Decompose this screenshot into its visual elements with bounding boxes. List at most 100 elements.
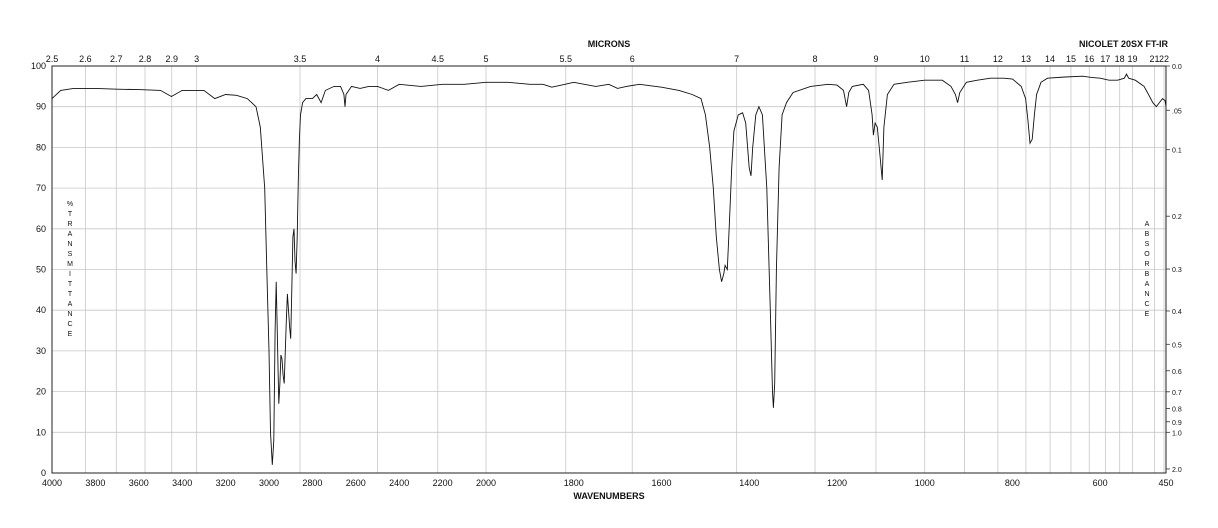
absorbance-tick-label: 0.0 bbox=[1172, 64, 1182, 71]
micron-tick-label: 2.8 bbox=[139, 54, 152, 64]
absorbance-axis-letter: A bbox=[1145, 281, 1150, 288]
micron-tick-label: 2.6 bbox=[79, 54, 92, 64]
transmittance-axis-letter: S bbox=[68, 251, 73, 258]
transmittance-tick-label: 20 bbox=[36, 387, 46, 397]
absorbance-axis-letter: C bbox=[1144, 301, 1149, 308]
wavenumber-tick-label: 3200 bbox=[216, 478, 236, 488]
absorbance-tick-label: 0.1 bbox=[1172, 148, 1182, 155]
absorbance-axis-letter: O bbox=[1144, 251, 1150, 258]
micron-tick-label: 19 bbox=[1128, 54, 1138, 64]
plot-frame bbox=[51, 65, 1167, 474]
transmittance-tick-label: 90 bbox=[36, 102, 46, 112]
wavenumber-tick-label: 1800 bbox=[564, 478, 584, 488]
micron-tick-label: 9 bbox=[873, 54, 878, 64]
absorbance-tick-label: 0.8 bbox=[1172, 406, 1182, 413]
micron-tick-label: 7 bbox=[734, 54, 739, 64]
wavenumbers-axis-title: WAVENUMBERS bbox=[573, 491, 644, 501]
transmittance-tick-label: 70 bbox=[36, 183, 46, 193]
micron-tick-label: 10 bbox=[920, 54, 930, 64]
wavenumber-tick-label: 1000 bbox=[915, 478, 935, 488]
wavenumber-tick-label: 1200 bbox=[827, 478, 847, 488]
wavenumber-tick-label: 2800 bbox=[302, 478, 322, 488]
wavenumber-tick-label: 3600 bbox=[129, 478, 149, 488]
wavenumber-tick-label: 1400 bbox=[739, 478, 759, 488]
transmittance-axis-letter: N bbox=[67, 241, 72, 248]
transmittance-axis-letter: C bbox=[67, 321, 72, 328]
micron-tick-label: 18 bbox=[1115, 54, 1125, 64]
absorbance-axis-letter: B bbox=[1145, 271, 1150, 278]
absorbance-tick-label: 0.6 bbox=[1172, 369, 1182, 376]
transmittance-axis-letter: M bbox=[67, 261, 73, 268]
transmittance-tick-label: 50 bbox=[36, 265, 46, 275]
absorbance-tick-label: 0.5 bbox=[1172, 342, 1182, 349]
wavenumber-tick-label: 3800 bbox=[85, 478, 105, 488]
transmittance-tick-label: 60 bbox=[36, 224, 46, 234]
micron-tick-label: 5.5 bbox=[560, 54, 573, 64]
absorbance-axis-letter: E bbox=[1145, 311, 1150, 318]
micron-tick-label: 3.5 bbox=[294, 54, 307, 64]
absorbance-axis-letter: S bbox=[1145, 241, 1150, 248]
instrument-label: NICOLET 20SX FT-IR bbox=[1079, 39, 1169, 49]
transmittance-axis-letter: T bbox=[68, 281, 73, 288]
wavenumber-tick-label: 450 bbox=[1158, 478, 1173, 488]
absorbance-tick-label: .05 bbox=[1172, 108, 1182, 115]
transmittance-tick-label: 40 bbox=[36, 305, 46, 315]
microns-axis-title: MICRONS bbox=[588, 39, 631, 49]
absorbance-tick-label: 0.2 bbox=[1172, 214, 1182, 221]
micron-tick-label: 11 bbox=[960, 54, 969, 64]
absorbance-axis-letter: A bbox=[1145, 221, 1150, 228]
micron-tick-label: 2.7 bbox=[110, 54, 123, 64]
micron-tick-label: 14 bbox=[1045, 54, 1055, 64]
transmittance-axis-letter: I bbox=[69, 271, 71, 278]
absorbance-tick-label: 0.4 bbox=[1172, 309, 1182, 316]
transmittance-axis-letter: % bbox=[67, 201, 73, 208]
wavenumber-tick-label: 800 bbox=[1005, 478, 1020, 488]
micron-tick-label: 3 bbox=[194, 54, 199, 64]
micron-tick-label: 2.9 bbox=[165, 54, 178, 64]
wavenumber-tick-label: 2400 bbox=[389, 478, 409, 488]
transmittance-axis-letter: N bbox=[67, 311, 72, 318]
absorbance-tick-label: 0.9 bbox=[1172, 420, 1182, 427]
transmittance-tick-label: 100 bbox=[31, 61, 46, 71]
absorbance-axis-letter: B bbox=[1145, 231, 1150, 238]
wavenumber-tick-label: 1600 bbox=[651, 478, 671, 488]
wavenumber-tick-label: 3400 bbox=[172, 478, 192, 488]
wavenumber-tick-label: 2200 bbox=[433, 478, 453, 488]
micron-tick-label: 17 bbox=[1100, 54, 1110, 64]
transmittance-tick-label: 80 bbox=[36, 142, 46, 152]
micron-tick-label: 8 bbox=[813, 54, 818, 64]
spectrum-line bbox=[51, 73, 1167, 465]
absorbance-tick-label: 1.0 bbox=[1172, 430, 1182, 437]
grid bbox=[51, 65, 1166, 474]
absorbance-tick-label: 0.3 bbox=[1172, 267, 1182, 274]
micron-tick-label: 15 bbox=[1066, 54, 1076, 64]
wavenumber-tick-label: 4000 bbox=[42, 478, 62, 488]
micron-tick-label: 12 bbox=[993, 54, 1003, 64]
micron-tick-label: 22 bbox=[1159, 54, 1169, 64]
micron-tick-label: 13 bbox=[1021, 54, 1031, 64]
wavenumber-tick-label: 2600 bbox=[346, 478, 366, 488]
transmittance-axis-letter: T bbox=[68, 211, 73, 218]
transmittance-tick-label: 10 bbox=[36, 427, 46, 437]
transmittance-axis-letter: A bbox=[68, 301, 73, 308]
wavenumber-tick-label: 600 bbox=[1093, 478, 1108, 488]
transmittance-tick-label: 30 bbox=[36, 346, 46, 356]
micron-tick-label: 16 bbox=[1084, 54, 1094, 64]
micron-tick-label: 6 bbox=[630, 54, 635, 64]
tick-labels: 2.5 2.6 2.7 2.8 2.9 3 3.5 4 4.5 5 5.5 6 7 8 9 10 11 12 13 1… bbox=[31, 54, 1182, 488]
absorbance-tick-label: 0.7 bbox=[1172, 390, 1182, 397]
absorbance-axis-letter: N bbox=[1144, 291, 1149, 298]
absorbance-axis-letter: R bbox=[1144, 261, 1149, 268]
transmittance-axis-letter: E bbox=[68, 331, 73, 338]
micron-tick-label: 4 bbox=[375, 54, 380, 64]
transmittance-axis-letter: A bbox=[68, 231, 73, 238]
wavenumber-tick-label: 2000 bbox=[476, 478, 496, 488]
absorbance-tick-label: 2.0 bbox=[1172, 467, 1182, 474]
wavenumber-tick-label: 3000 bbox=[259, 478, 279, 488]
transmittance-axis-letter: T bbox=[68, 291, 73, 298]
micron-tick-label: 5 bbox=[483, 54, 488, 64]
micron-tick-label: 2.5 bbox=[46, 54, 59, 64]
micron-tick-label: 4.5 bbox=[432, 54, 445, 64]
